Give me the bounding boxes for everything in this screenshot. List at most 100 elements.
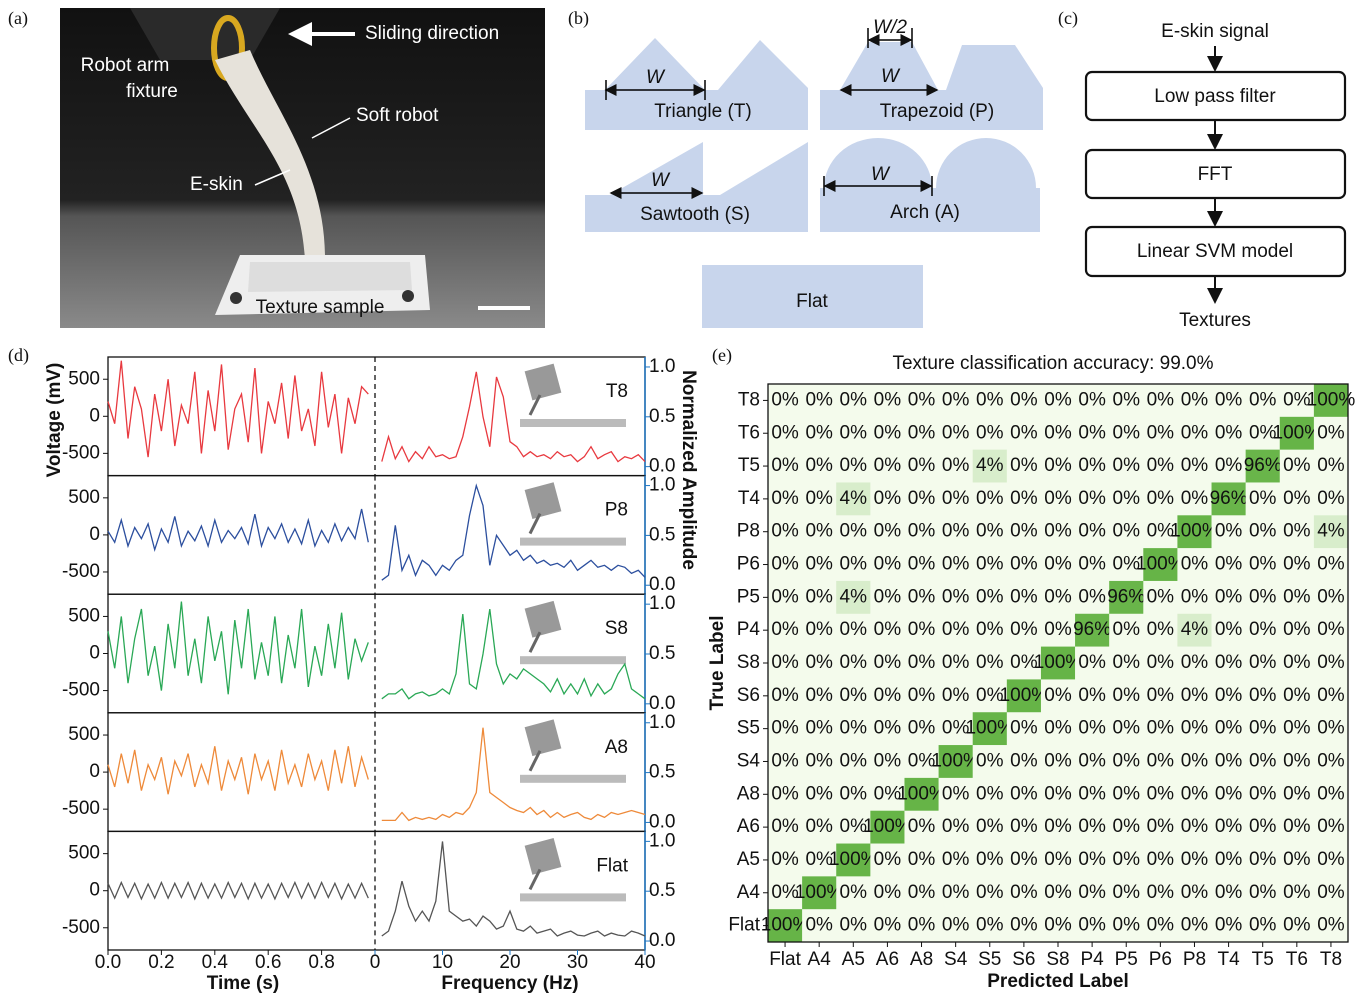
cell-label: 96% xyxy=(1107,586,1145,607)
cell-label: 0% xyxy=(1317,750,1345,771)
x-tick-label: S4 xyxy=(944,949,968,970)
y-tick-label: -500 xyxy=(62,680,100,701)
cell-label: 0% xyxy=(1249,652,1277,673)
cell-label: 0% xyxy=(1147,915,1175,936)
cell-label: 0% xyxy=(1215,718,1243,739)
cell-label: 0% xyxy=(1283,685,1311,706)
cell-label: 0% xyxy=(1044,619,1072,640)
cell-label: 0% xyxy=(1181,816,1209,837)
y-tick-label: A5 xyxy=(737,849,760,870)
dimension: W xyxy=(651,170,671,191)
cell-label: 0% xyxy=(1078,915,1106,936)
y-tick-label: T6 xyxy=(738,422,760,443)
cell-label: 0% xyxy=(1078,849,1106,870)
cell-label: 0% xyxy=(1283,849,1311,870)
cell-label: 0% xyxy=(1317,849,1345,870)
cell-label: 0% xyxy=(840,455,868,476)
panel-label: (d) xyxy=(8,345,29,366)
cell-label: 0% xyxy=(1113,750,1141,771)
cell-label: 0% xyxy=(1181,389,1209,410)
cell-label: 0% xyxy=(1010,750,1038,771)
cell-label: 96% xyxy=(1244,455,1282,476)
inset-icon xyxy=(525,364,562,401)
x-axis-title: Predicted Label xyxy=(987,971,1129,992)
cell-label: 0% xyxy=(1147,652,1175,673)
signal-line xyxy=(108,361,368,457)
cell-label: 0% xyxy=(1181,685,1209,706)
y-axis-title: Voltage (mV) xyxy=(44,363,65,478)
y-tick-label: 0 xyxy=(89,405,100,426)
y-tick-label: 0 xyxy=(89,524,100,545)
x-axis-title: Frequency (Hz) xyxy=(441,973,578,994)
subplot-frame xyxy=(108,831,645,950)
annotation: fixture xyxy=(126,81,178,102)
cell-label: 0% xyxy=(1181,849,1209,870)
cell-label: 0% xyxy=(771,554,799,575)
signal-line xyxy=(108,602,368,695)
x-tick-label: T4 xyxy=(1217,949,1240,970)
x-tick-label: S6 xyxy=(1012,949,1035,970)
x-tick-label: P6 xyxy=(1149,949,1172,970)
cell-label: 0% xyxy=(805,619,833,640)
cell-label: 0% xyxy=(1010,619,1038,640)
cell-label: 0% xyxy=(840,718,868,739)
cell-label: 0% xyxy=(805,685,833,706)
cell-label: 0% xyxy=(1044,521,1072,542)
annotation: Robot arm xyxy=(81,55,170,76)
cell-label: 0% xyxy=(1044,685,1072,706)
dimension: W xyxy=(871,164,891,185)
cell-label: 0% xyxy=(874,422,902,443)
cell-label: 0% xyxy=(840,521,868,542)
cell-label: 0% xyxy=(874,586,902,607)
y-tick-label: A6 xyxy=(737,816,760,837)
cell-label: 0% xyxy=(1147,849,1175,870)
cell-label: 0% xyxy=(771,422,799,443)
cell-label: 0% xyxy=(805,554,833,575)
y-tick-label: A8 xyxy=(737,783,760,804)
cell-label: 0% xyxy=(1010,554,1038,575)
cell-label: 0% xyxy=(908,882,936,903)
subplot-frame xyxy=(108,476,645,595)
cell-label: 0% xyxy=(1283,455,1311,476)
x-tick-label: P5 xyxy=(1115,949,1138,970)
y-tick-label: 0 xyxy=(89,761,100,782)
series-name: P8 xyxy=(605,500,628,521)
cell-label: 0% xyxy=(1010,816,1038,837)
cell-label: 0% xyxy=(1078,783,1106,804)
cell-label: 0% xyxy=(874,488,902,509)
cell-label: 0% xyxy=(942,652,970,673)
cell-label: 0% xyxy=(908,488,936,509)
cell-label: 0% xyxy=(976,816,1004,837)
inset-icon xyxy=(525,601,562,638)
annotation: Sliding direction xyxy=(365,23,499,44)
cell-label: 0% xyxy=(1147,455,1175,476)
panel-label: (e) xyxy=(712,345,732,366)
y-tick-label: -500 xyxy=(62,561,100,582)
cell-label: 0% xyxy=(1181,718,1209,739)
cell-label: 0% xyxy=(1113,455,1141,476)
cell-label: 0% xyxy=(805,915,833,936)
y2-tick-label: 0.5 xyxy=(649,406,675,427)
cell-label: 0% xyxy=(1249,488,1277,509)
y-tick-label: -500 xyxy=(62,917,100,938)
cell-label: 0% xyxy=(1181,554,1209,575)
cell-label: 0% xyxy=(1283,521,1311,542)
cell-label: 0% xyxy=(805,750,833,771)
shape-name: Trapezoid (P) xyxy=(880,101,994,122)
dimension: W/2 xyxy=(873,17,907,38)
cell-label: 0% xyxy=(1283,718,1311,739)
cell-label: 0% xyxy=(1215,849,1243,870)
x-tick-label: 0.0 xyxy=(95,952,121,973)
cell-label: 0% xyxy=(1249,521,1277,542)
y-tick-label: Flat xyxy=(728,915,760,936)
photo: Sliding direction Robot arm fixture Soft… xyxy=(60,8,545,328)
x-tick-label: 0 xyxy=(370,952,381,973)
cell-label: 0% xyxy=(976,389,1004,410)
cell-label: 0% xyxy=(1113,521,1141,542)
cell-label: 0% xyxy=(874,849,902,870)
cell-label: 0% xyxy=(1010,389,1038,410)
cell-label: 0% xyxy=(771,389,799,410)
cell-label: 0% xyxy=(942,521,970,542)
y-tick-label: S8 xyxy=(737,652,760,673)
cell-label: 0% xyxy=(908,849,936,870)
